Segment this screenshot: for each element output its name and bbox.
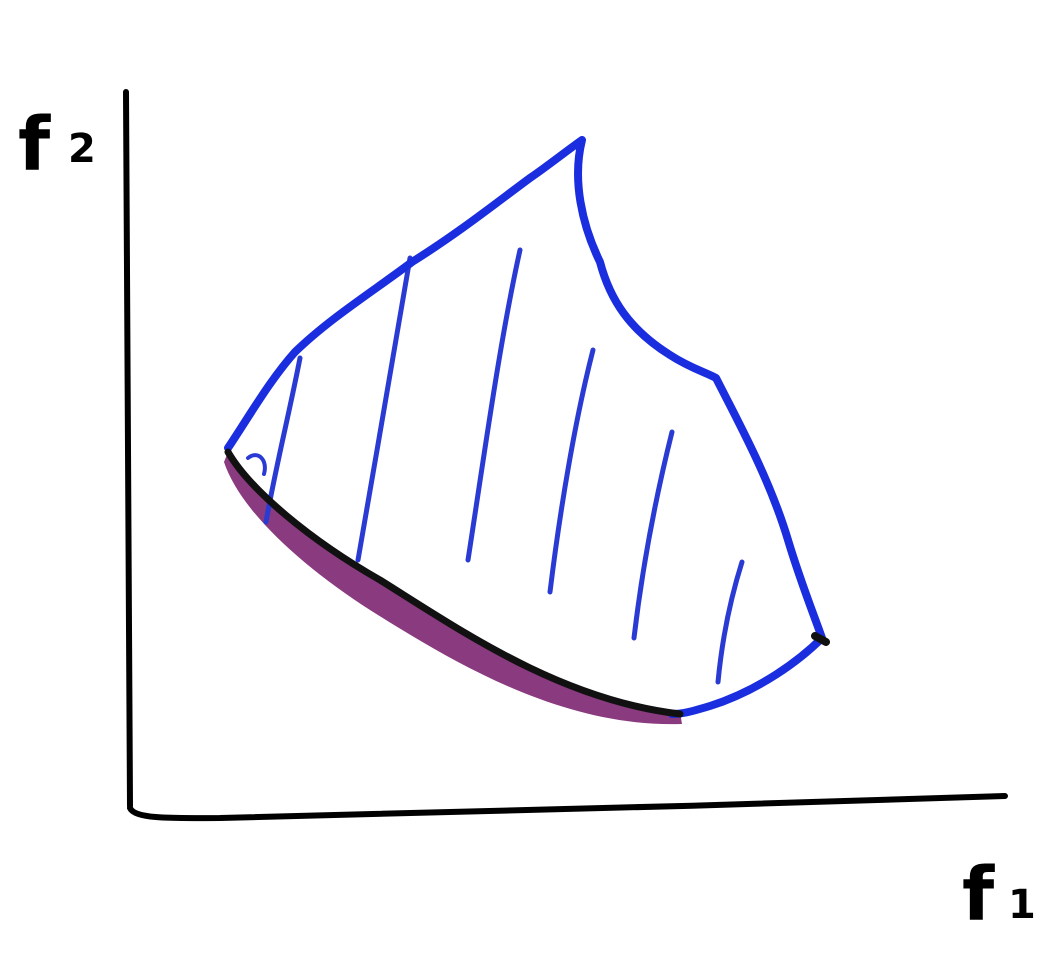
region-corner-mark: [811, 632, 830, 646]
hatch-line: [355, 255, 413, 563]
x-axis-line: [127, 793, 1008, 822]
hatch-line: [246, 453, 267, 476]
pareto-front-line: [224, 448, 684, 718]
hatch-line: [631, 429, 675, 641]
feasible-region-outline: [224, 136, 826, 718]
hatch-line: [547, 347, 596, 595]
x-axis-label: f 1: [962, 852, 1036, 938]
feasible-region-hatching: [246, 247, 745, 685]
y-axis-label-subscript: 2: [68, 126, 96, 172]
y-axis-line: [123, 89, 133, 809]
x-axis-label-letter: f: [962, 852, 995, 938]
y-axis-label-letter: f: [18, 102, 51, 188]
y-axis-label: f 2: [18, 102, 96, 188]
x-axis-label-subscript: 1: [1008, 882, 1036, 928]
pareto-front-highlight: [224, 452, 682, 725]
hatch-line: [715, 559, 745, 685]
hatch-line: [465, 247, 523, 563]
